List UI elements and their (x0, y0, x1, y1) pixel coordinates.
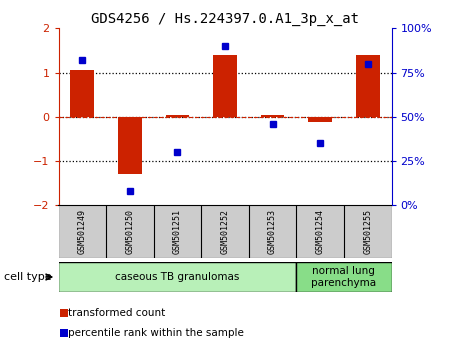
Bar (118, 117, 142, 175)
Title: GDS4256 / Hs.224397.0.A1_3p_x_at: GDS4256 / Hs.224397.0.A1_3p_x_at (91, 12, 359, 26)
Text: GSM501251: GSM501251 (173, 209, 182, 255)
Bar (166, 115, 189, 117)
Text: GSM501250: GSM501250 (126, 209, 135, 255)
Text: caseous TB granulomas: caseous TB granulomas (115, 272, 239, 282)
Bar (213, 55, 237, 117)
Bar (356, 55, 380, 117)
Text: GSM501253: GSM501253 (268, 209, 277, 255)
Bar (60, 329, 68, 337)
Text: transformed count: transformed count (68, 308, 165, 318)
Bar (58, 262, 297, 292)
Bar (297, 262, 392, 292)
Bar (60, 309, 68, 317)
Text: GSM501254: GSM501254 (315, 209, 324, 255)
Bar (70, 70, 94, 117)
Text: normal lung
parenchyma: normal lung parenchyma (311, 266, 377, 288)
Bar (308, 117, 332, 122)
Text: GSM501249: GSM501249 (78, 209, 87, 255)
Text: percentile rank within the sample: percentile rank within the sample (68, 328, 243, 338)
Text: GSM501255: GSM501255 (363, 209, 372, 255)
Text: cell type: cell type (4, 272, 52, 282)
Text: GSM501252: GSM501252 (220, 209, 230, 255)
Bar (261, 115, 284, 117)
